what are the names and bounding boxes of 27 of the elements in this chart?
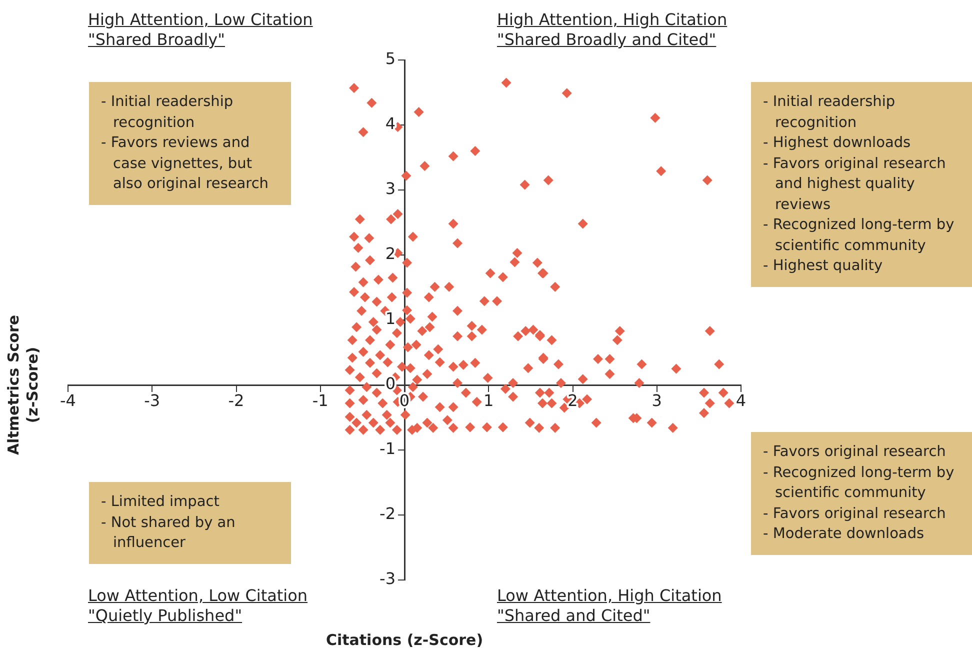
x-tick-label: -4 bbox=[60, 391, 76, 410]
x-tick-label: -3 bbox=[144, 391, 160, 410]
y-tick-label: -2 bbox=[380, 504, 396, 524]
note-box: - Initial readership recognition - Highest downloads - Favors original research and highest quality reviews - Recognized long-term by scientific community - Highest quality bbox=[751, 82, 972, 286]
x-axis-title: Citations (z-Score) bbox=[326, 630, 484, 649]
y-tick-label: 2 bbox=[385, 244, 396, 264]
x-tick-label: 1 bbox=[484, 391, 494, 410]
text: Low Attention, Low Citation "Quietly Published" bbox=[88, 586, 308, 626]
annotation: - Limited impact - Not shared by an influencer bbox=[101, 493, 236, 553]
y-tick-label: 1 bbox=[385, 309, 396, 328]
y-tick-label: -3 bbox=[380, 569, 396, 588]
x-tick-label: 3 bbox=[652, 391, 662, 410]
note-box: - Limited impact - Not shared by an influencer bbox=[89, 482, 291, 564]
x-tick-label: -1 bbox=[312, 391, 328, 410]
text: High Attention, Low Citation "Shared Broadly" bbox=[88, 10, 313, 50]
y-tick-label: 4 bbox=[385, 114, 396, 134]
x-tick-label: 4 bbox=[736, 391, 746, 410]
y-axis-title: Altmetrics Score (z-Score) bbox=[4, 314, 42, 456]
y-tick-label: -1 bbox=[380, 439, 396, 458]
text: High Attention, High Citation "Shared Broadly and Cited" bbox=[497, 10, 728, 50]
y-tick-label: 5 bbox=[385, 49, 396, 68]
note-box: - Initial readership recognition - Favors reviews and case vignettes, but also original research bbox=[89, 82, 291, 204]
y-tick-label: 3 bbox=[385, 179, 396, 198]
note-box: - Favors original research - Recognized long-term by scientific community - Favors original research - Moderate downloads bbox=[751, 432, 972, 554]
x-tick-label: -2 bbox=[228, 391, 244, 410]
text: Low Attention, High Citation "Shared and Cited" bbox=[497, 586, 722, 626]
annotation: - Initial readership recognition - Favors reviews and case vignettes, but also original research bbox=[101, 93, 270, 194]
